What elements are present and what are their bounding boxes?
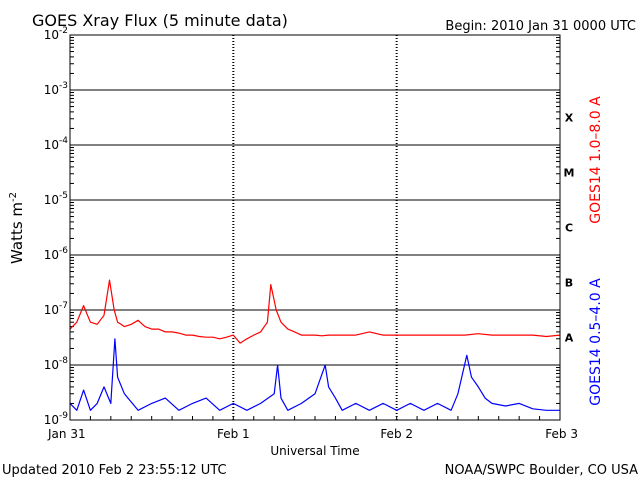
y-tick-base: 10 bbox=[44, 248, 59, 262]
y-tick-base: 10 bbox=[44, 358, 59, 372]
flare-class-label: C bbox=[565, 222, 573, 235]
y-tick-label: 10-9 bbox=[44, 411, 69, 427]
x-axis-label: Universal Time bbox=[270, 444, 359, 458]
y-tick-label: 10-8 bbox=[44, 356, 69, 372]
flare-class-label: A bbox=[565, 332, 574, 345]
updated-timestamp: Updated 2010 Feb 2 23:55:12 UTC bbox=[2, 463, 227, 478]
series-short-wavelength-line bbox=[69, 338, 560, 411]
flare-class-labels: X M C B A bbox=[564, 112, 575, 345]
y-tick-exponent: -8 bbox=[59, 356, 68, 366]
y-tick-label: 10-5 bbox=[44, 191, 68, 207]
series-layer bbox=[69, 279, 561, 411]
y-tick-exponent: -7 bbox=[59, 301, 68, 311]
flare-class-label: X bbox=[565, 112, 574, 125]
y-tick-exponent: -9 bbox=[59, 411, 68, 421]
y-tick-exponent: -5 bbox=[59, 191, 68, 201]
y-tick-label: 10-2 bbox=[44, 26, 68, 42]
y-axis-label-text: Watts m bbox=[8, 202, 26, 264]
x-tick-label: Feb 2 bbox=[380, 427, 413, 441]
y-tick-label: 10-7 bbox=[44, 301, 68, 317]
legend-series-2: GOES14 0.5–4.0 A bbox=[588, 278, 604, 406]
x-tick-label: Feb 3 bbox=[545, 427, 578, 441]
plot-frame bbox=[69, 34, 561, 421]
y-tick-base: 10 bbox=[44, 83, 59, 97]
y-axis-label: Watts m-2 bbox=[8, 192, 26, 264]
y-tick-exponent: -2 bbox=[59, 26, 68, 36]
y-tick-base: 10 bbox=[44, 413, 59, 427]
y-axis-label-exponent: -2 bbox=[8, 192, 19, 202]
y-tick-exponent: -4 bbox=[59, 136, 68, 146]
y-tick-exponent: -6 bbox=[59, 246, 68, 256]
y-tick-base: 10 bbox=[44, 138, 59, 152]
credit-label: NOAA/SWPC Boulder, CO USA bbox=[445, 463, 638, 478]
series-long-wavelength-line bbox=[69, 279, 561, 344]
y-tick-exponent: -3 bbox=[59, 81, 68, 91]
x-tick-label: Feb 1 bbox=[217, 427, 250, 441]
chart-title: GOES Xray Flux (5 minute data) bbox=[32, 11, 288, 30]
y-tick-base: 10 bbox=[44, 303, 59, 317]
flare-class-label: B bbox=[565, 277, 573, 290]
begin-label: Begin: 2010 Jan 31 0000 UTC bbox=[445, 19, 636, 34]
y-tick-base: 10 bbox=[44, 193, 59, 207]
y-tick-label: 10-3 bbox=[44, 81, 68, 97]
x-tick-label: Jan 31 bbox=[47, 427, 86, 441]
y-tick-label: 10-6 bbox=[44, 246, 69, 262]
x-tick-labels: Jan 31 Feb 1 Feb 2 Feb 3 bbox=[47, 427, 578, 441]
y-tick-labels: 10-210-310-410-510-610-710-810-9 bbox=[44, 26, 69, 427]
y-tick-label: 10-4 bbox=[44, 136, 69, 152]
y-tick-base: 10 bbox=[44, 28, 59, 42]
legend-series-1: GOES14 1.0–8.0 A bbox=[588, 96, 604, 224]
flare-class-label: M bbox=[564, 167, 575, 180]
